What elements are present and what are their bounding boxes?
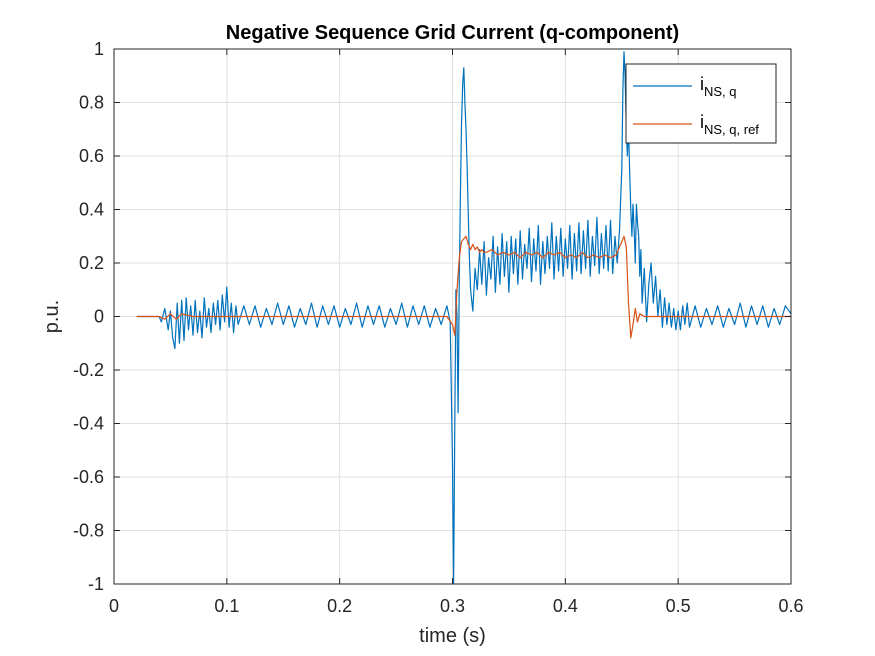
legend-label-subscript: NS, q, ref	[704, 122, 759, 137]
legend-box	[625, 63, 777, 144]
series-line-ins-q-ref	[136, 235, 791, 339]
legend-label-ins-q-ref: iNS, q, ref	[700, 112, 759, 137]
x-tick-label: 0.6	[778, 596, 803, 616]
y-tick-label: 0.2	[79, 253, 104, 273]
y-tick-label: -0.4	[73, 414, 104, 434]
y-tick-label: -0.2	[73, 360, 104, 380]
legend-label-main: i	[700, 112, 704, 132]
legend-label-subscript: NS, q	[704, 84, 737, 99]
chart-title: Negative Sequence Grid Current (q-compon…	[226, 22, 679, 44]
y-axis-title: p.u.	[41, 300, 63, 333]
y-tick-label: -1	[88, 574, 104, 594]
x-tick-label: 0.5	[666, 596, 691, 616]
x-tick-label: 0.3	[440, 596, 465, 616]
legend-label-ins-q: iNS, q	[700, 74, 737, 99]
x-tick-label: 0.1	[214, 596, 239, 616]
y-tick-label: -0.8	[73, 521, 104, 541]
y-tick-label: 1	[94, 39, 104, 59]
x-tick-label: 0.2	[327, 596, 352, 616]
y-tick-label: 0.4	[79, 200, 104, 220]
axis-ticks: 0 0.1 0.2 0.3 0.4 0.5 0.6 -1 -0.8 -0.6 -0.4 -0.2 0 0.…	[73, 39, 804, 616]
x-axis-title: time (s)	[419, 625, 486, 647]
series-line-ins-q	[136, 51, 792, 585]
x-tick-label: 0.4	[553, 596, 578, 616]
y-tick-label: 0.6	[79, 146, 104, 166]
series-group	[136, 51, 792, 585]
y-tick-label: 0	[94, 307, 104, 327]
y-tick-label: 0.8	[79, 93, 104, 113]
x-tick-label: 0	[109, 596, 119, 616]
legend-label-main: i	[700, 74, 704, 94]
y-tick-label: -0.6	[73, 467, 104, 487]
legend: iNS, q iNS, q, ref	[625, 63, 777, 144]
